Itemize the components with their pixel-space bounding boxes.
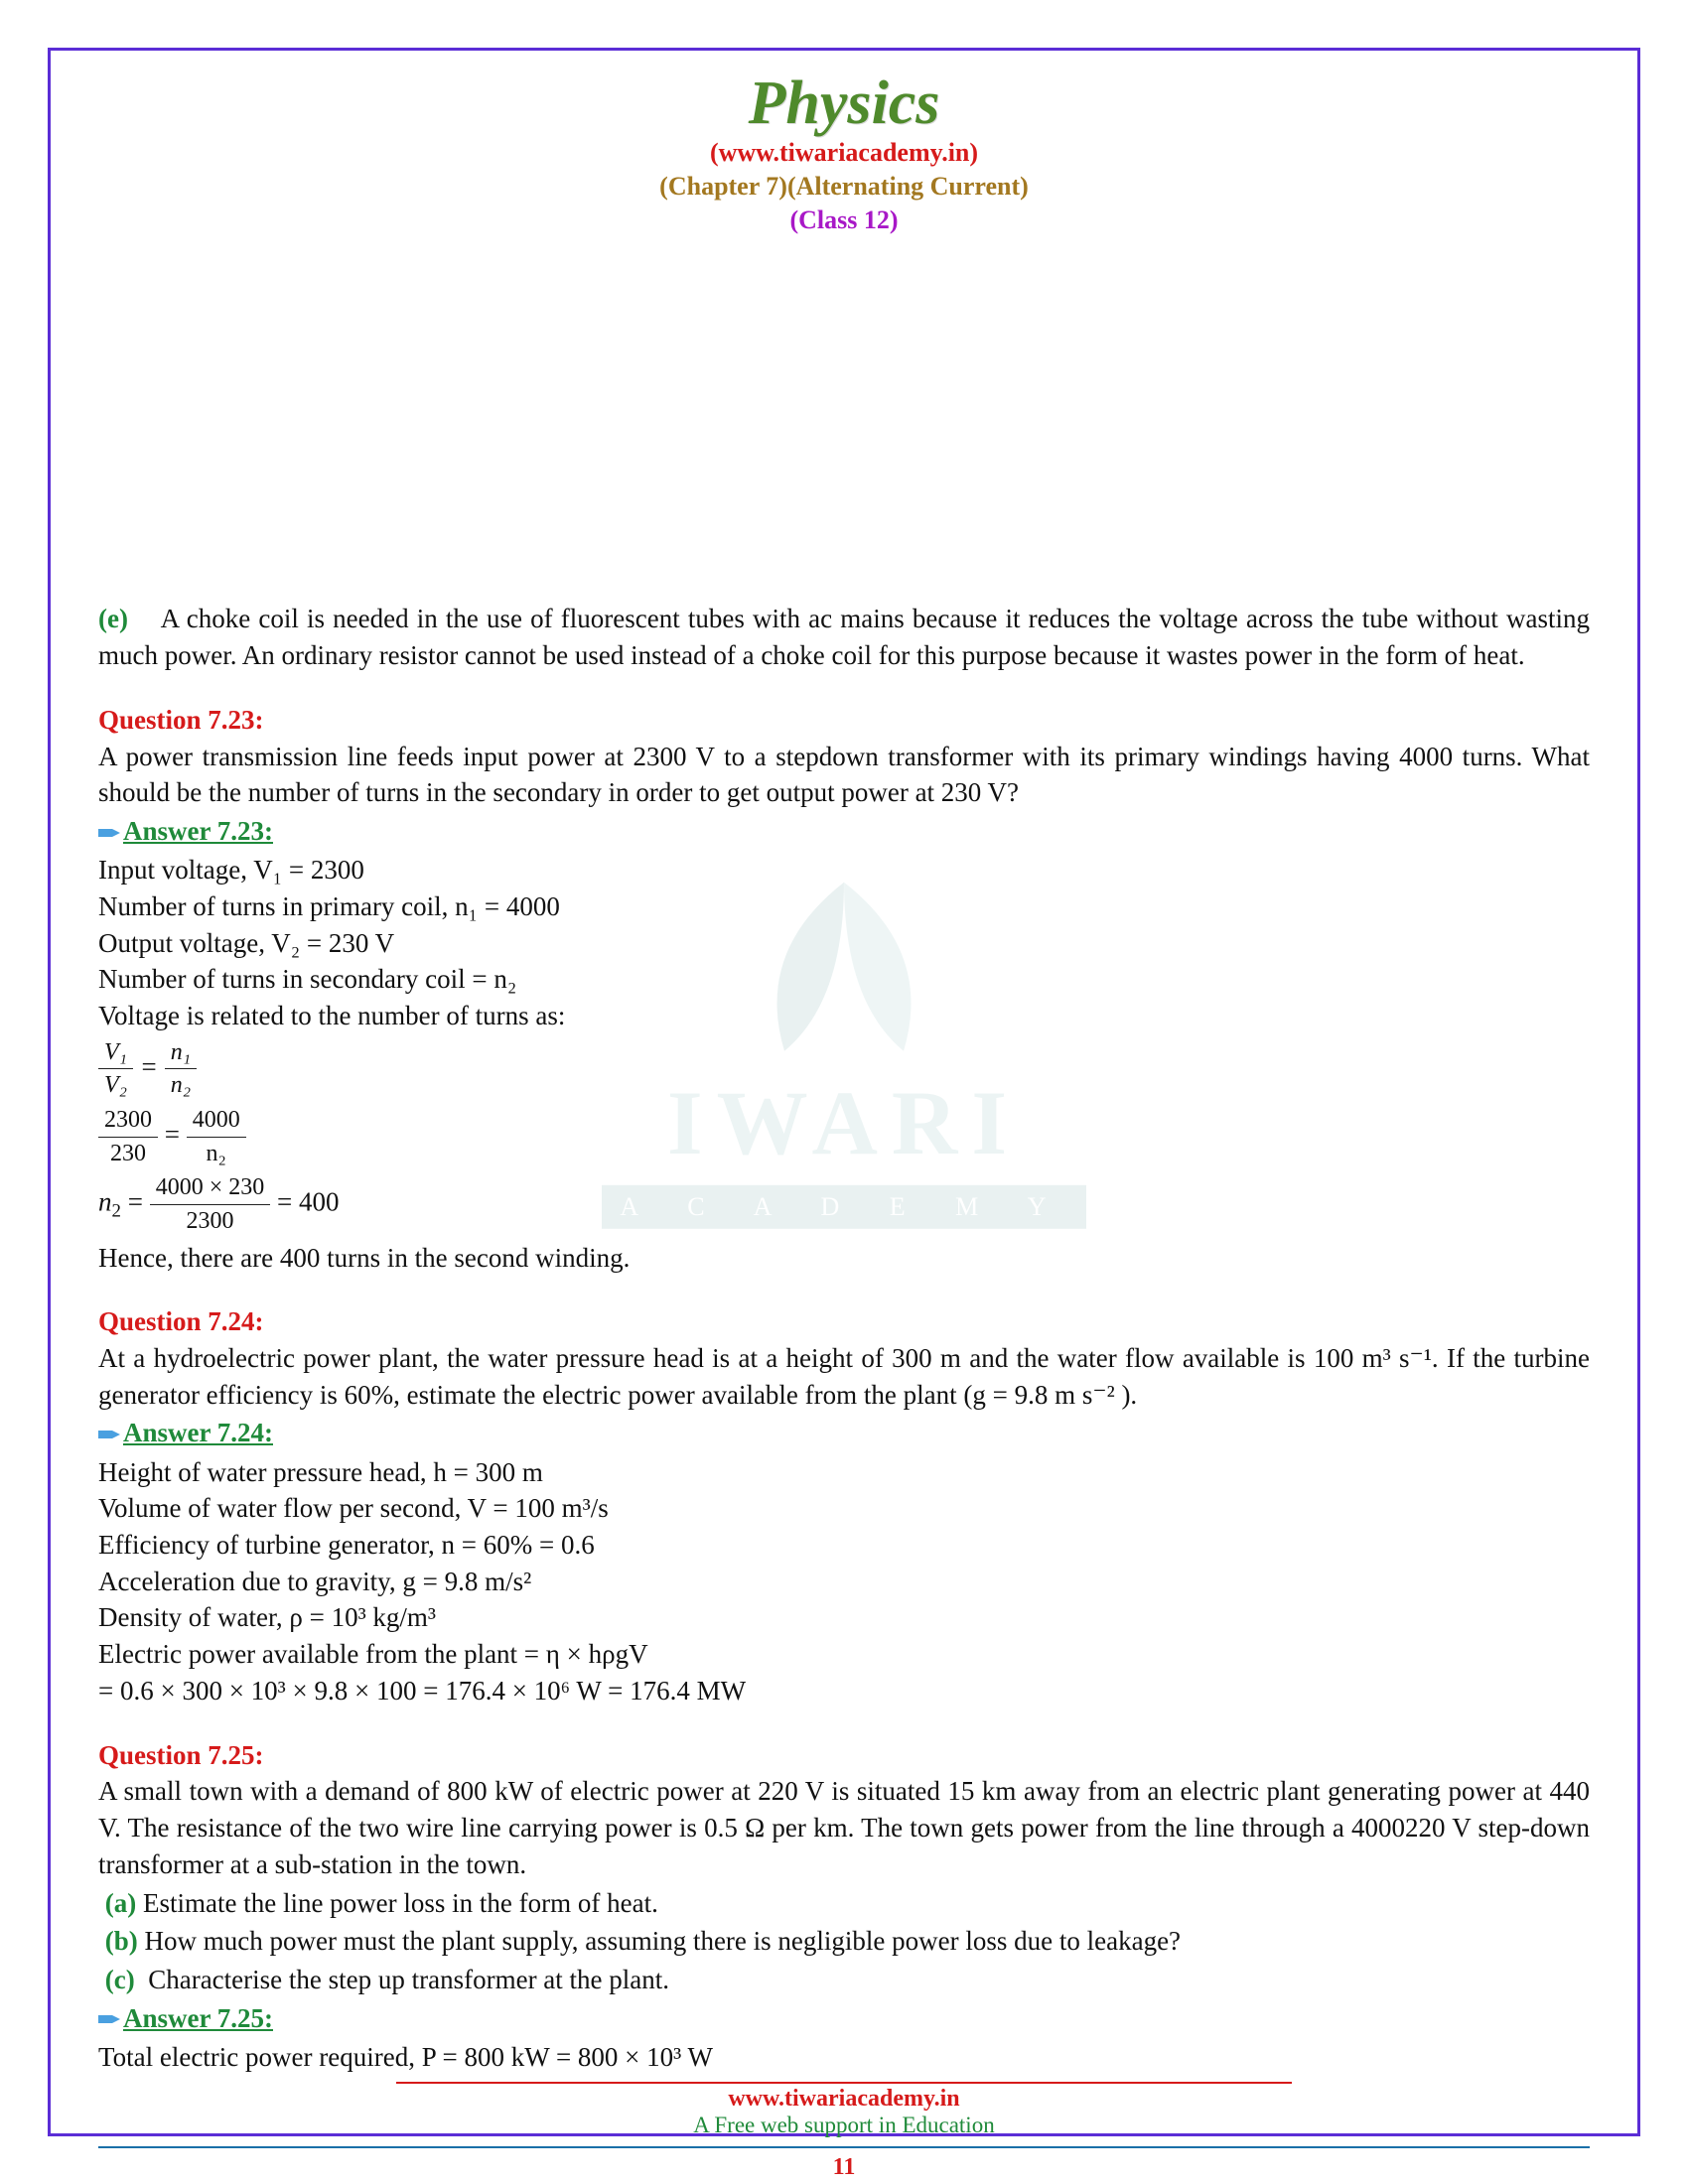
part-e-label: (e)	[98, 604, 128, 633]
eq1-lhs-den: V₂	[98, 1069, 133, 1102]
q24-l1: Height of water pressure head, h = 300 m	[98, 1454, 1590, 1491]
q23-l1: Input voltage, V₁ = 2300	[98, 852, 1590, 888]
pencil-icon	[98, 816, 120, 853]
q23-eq1: V₁V₂ = n₁n₂	[98, 1036, 1590, 1102]
eq3-den: 2300	[150, 1205, 271, 1238]
header-link: (www.tiwariacademy.in)	[98, 138, 1590, 168]
eq2-lhs-den: 230	[98, 1138, 158, 1170]
q23-conclusion: Hence, there are 400 turns in the second…	[98, 1240, 1590, 1277]
q25-c-text: Characterise the step up transformer at …	[148, 1965, 669, 1994]
q23-l4: Number of turns in secondary coil = n₂	[98, 961, 1590, 998]
q23-answer-row: Answer 7.23:	[98, 811, 1590, 852]
pencil-icon	[98, 1418, 120, 1454]
q25-c-label: (c)	[105, 1965, 135, 1994]
q24-label: Question 7.24:	[98, 1303, 1590, 1340]
q25-b-text: How much power must the plant supply, as…	[145, 1926, 1182, 1956]
q24-l6: Electric power available from the plant …	[98, 1636, 1590, 1673]
q23-l5: Voltage is related to the number of turn…	[98, 998, 1590, 1034]
q25-answer-row: Answer 7.25:	[98, 1998, 1590, 2039]
q23-l3: Output voltage, V₂ = 230 V	[98, 925, 1590, 962]
q24-answer-label: Answer 7.24:	[123, 1415, 273, 1451]
pencil-icon	[98, 2002, 120, 2039]
chapter-title: (Chapter 7)(Alternating Current)	[98, 172, 1590, 202]
content-body: IWARI A C A D E M Y (e) A choke coil is …	[98, 245, 1590, 2076]
q25-part-a: (a) Estimate the line power loss in the …	[98, 1885, 1590, 1922]
eq2-rhs-den: n₂	[187, 1138, 246, 1170]
footer-link: www.tiwariacademy.in	[98, 2086, 1590, 2113]
footer-tagline: A Free web support in Education	[98, 2113, 1590, 2138]
q25-a-label: (a)	[105, 1888, 136, 1918]
part-e-text: A choke coil is needed in the use of flu…	[98, 604, 1590, 670]
q25-part-b: (b) How much power must the plant supply…	[98, 1923, 1590, 1960]
subject-title: Physics	[98, 72, 1590, 134]
eq1-rhs-den: n₂	[165, 1069, 197, 1102]
q25-l1: Total electric power required, P = 800 k…	[98, 2039, 1590, 2076]
q23-eq2: 2300230 = 4000n₂	[98, 1104, 1590, 1169]
eq1-lhs-num: V₁	[98, 1036, 133, 1070]
eq2-rhs-num: 4000	[187, 1104, 246, 1138]
eq3-num: 4000 × 230	[150, 1171, 271, 1205]
q24-text: At a hydroelectric power plant, the wate…	[98, 1340, 1590, 1413]
q23-l2: Number of turns in primary coil, n₁ = 40…	[98, 888, 1590, 925]
q25-answer-label: Answer 7.25:	[123, 2000, 273, 2037]
q24-answer-row: Answer 7.24:	[98, 1413, 1590, 1453]
document-header: Physics (www.tiwariacademy.in) (Chapter …	[98, 72, 1590, 235]
part-e: (e) A choke coil is needed in the use of…	[98, 601, 1590, 673]
q25-label: Question 7.25:	[98, 1737, 1590, 1774]
q25-part-c: (c) Characterise the step up transformer…	[98, 1962, 1590, 1998]
q24-l2: Volume of water flow per second, V = 100…	[98, 1490, 1590, 1527]
q24-l5: Density of water, ρ = 10³ kg/m³	[98, 1599, 1590, 1636]
q24-l4: Acceleration due to gravity, g = 9.8 m/s…	[98, 1564, 1590, 1600]
eq1-rhs-num: n₁	[165, 1036, 197, 1070]
q24-l7: = 0.6 × 300 × 10³ × 9.8 × 100 = 176.4 × …	[98, 1673, 1590, 1709]
q25-b-label: (b)	[105, 1926, 138, 1956]
q25-text: A small town with a demand of 800 kW of …	[98, 1773, 1590, 1882]
q23-text: A power transmission line feeds input po…	[98, 739, 1590, 811]
footer-rule-red	[396, 2082, 1291, 2084]
page-footer: www.tiwariacademy.in A Free web support …	[98, 2076, 1590, 2181]
q24-l3: Efficiency of turbine generator, n = 60%…	[98, 1527, 1590, 1564]
q23-answer-label: Answer 7.23:	[123, 813, 273, 850]
eq2-lhs-num: 2300	[98, 1104, 158, 1138]
q25-a-text: Estimate the line power loss in the form…	[143, 1888, 658, 1918]
page-border: Physics (www.tiwariacademy.in) (Chapter …	[48, 48, 1640, 2136]
footer-rule-blue	[98, 2146, 1590, 2148]
q23-label: Question 7.23:	[98, 702, 1590, 739]
class-title: (Class 12)	[98, 205, 1590, 235]
page-number: 11	[98, 2154, 1590, 2181]
q23-eq3: n2 = 4000 × 2302300 = 400	[98, 1171, 1590, 1237]
